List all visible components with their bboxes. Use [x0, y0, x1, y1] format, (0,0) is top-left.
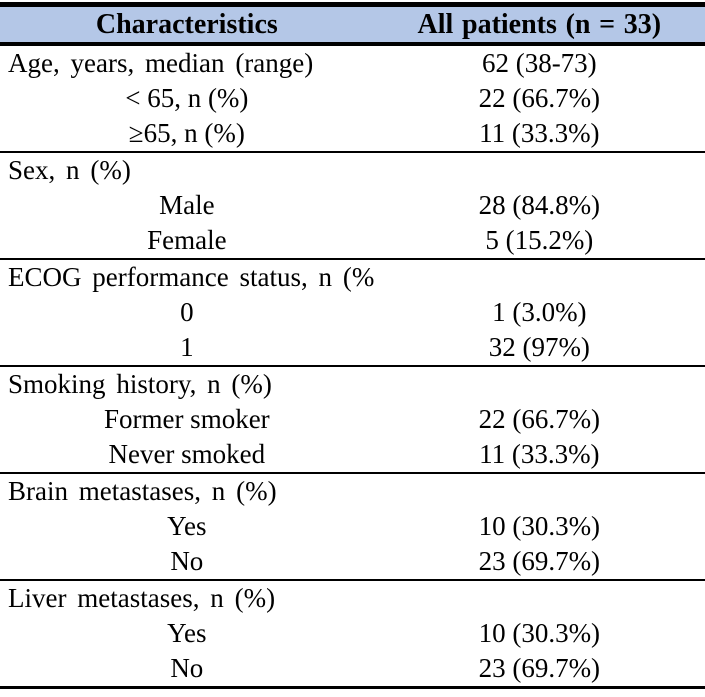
table-row-former-smoker: Former smoker 22 (66.7%): [0, 402, 705, 437]
table-row-ecog: ECOG performance status, n (%): [0, 259, 705, 295]
row-value: 10 (30.3%): [478, 511, 601, 541]
row-label: Sex, n (%): [8, 155, 131, 185]
row-label: ≥65, n (%): [128, 118, 245, 148]
row-value: 32 (97%): [488, 332, 590, 362]
table-row-liver-metastases: Liver metastases, n (%): [0, 580, 705, 616]
table-row-brain-no: No 23 (69.7%): [0, 544, 705, 580]
row-label: Female: [147, 225, 227, 255]
row-value: [374, 366, 705, 402]
row-label: ECOG performance status, n (%): [8, 262, 374, 292]
table-row-brain-yes: Yes 10 (30.3%): [0, 509, 705, 544]
table-row-ecog-1: 1 32 (97%): [0, 330, 705, 366]
table-row-never-smoked: Never smoked 11 (33.3%): [0, 437, 705, 473]
row-label: 1: [180, 332, 194, 362]
row-value: 11 (33.3%): [479, 439, 600, 469]
row-label: Former smoker: [103, 404, 270, 434]
row-label: Male: [159, 190, 215, 220]
row-label: Brain metastases, n (%): [8, 476, 277, 506]
row-value: [374, 152, 705, 188]
table-row-liver-no: No 23 (69.7%): [0, 651, 705, 688]
row-value: 23 (69.7%): [478, 546, 601, 576]
table-row-age: Age, years, median (range) 62 (38-73): [0, 44, 705, 81]
row-value: 5 (15.2%): [485, 225, 594, 255]
row-value: 10 (30.3%): [478, 618, 601, 648]
row-value: [374, 259, 705, 295]
table-row-ecog-0: 0 1 (3.0%): [0, 295, 705, 330]
table-row-female: Female 5 (15.2%): [0, 223, 705, 259]
row-label: Yes: [167, 511, 207, 541]
row-label: Yes: [167, 618, 207, 648]
row-value: [374, 580, 705, 616]
row-label: Never smoked: [108, 439, 266, 469]
table-row-brain-metastases: Brain metastases, n (%): [0, 473, 705, 509]
row-label: Liver metastases, n (%): [8, 583, 276, 613]
row-value: 28 (84.8%): [478, 190, 601, 220]
table-row-liver-yes: Yes 10 (30.3%): [0, 616, 705, 651]
row-value: 23 (69.7%): [478, 653, 601, 683]
table-row-age-under65: < 65, n (%) 22 (66.7%): [0, 81, 705, 116]
row-label: 0: [180, 297, 194, 327]
row-value: 11 (33.3%): [479, 118, 600, 148]
row-value: 22 (66.7%): [478, 404, 601, 434]
row-value: 22 (66.7%): [478, 83, 601, 113]
row-value: 62 (38-73): [481, 48, 597, 78]
table-row-sex: Sex, n (%): [0, 152, 705, 188]
table-row-age-over65: ≥65, n (%) 11 (33.3%): [0, 116, 705, 152]
header-cell-characteristics: Characteristics: [95, 9, 278, 40]
table-row-smoking: Smoking history, n (%): [0, 366, 705, 402]
table-row-male: Male 28 (84.8%): [0, 188, 705, 223]
row-label: Age, years, median (range): [8, 48, 314, 78]
header-cell-all-patients: All patients (n = 33): [417, 9, 662, 40]
row-value: 1 (3.0%): [492, 297, 587, 327]
row-value: [374, 473, 705, 509]
row-label: < 65, n (%): [125, 83, 249, 113]
row-label: No: [170, 653, 204, 683]
row-label: No: [170, 546, 204, 576]
row-label: Smoking history, n (%): [8, 369, 272, 399]
table-header-row: Characteristics All patients (n = 33): [0, 4, 705, 44]
